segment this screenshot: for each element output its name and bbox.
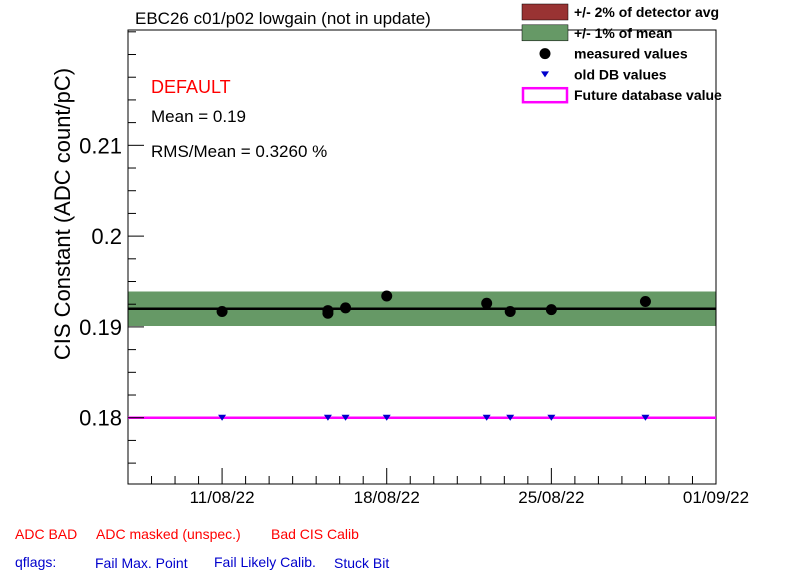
y-axis-label: CIS Constant (ADC count/pC) (50, 68, 75, 360)
rms-label: RMS/Mean = 0.3260 % (151, 142, 327, 161)
legend-label: measured values (574, 46, 688, 62)
measured-point (504, 305, 516, 317)
measured-point (216, 305, 228, 317)
measured-point (340, 302, 352, 314)
measured-point (639, 295, 651, 307)
legend-label: +/- 2% of detector avg (574, 4, 719, 20)
measured-point (481, 297, 493, 309)
qflags-label: qflags: (15, 554, 56, 570)
legend-label: Future database value (574, 87, 722, 103)
qflag-fail-likely-calib: Fail Likely Calib. (214, 554, 316, 570)
measured-point (545, 304, 557, 316)
y-tick-label: 0.21 (79, 133, 122, 158)
old-db-point (641, 414, 650, 421)
legend-label: old DB values (574, 66, 667, 82)
x-tick-label: 01/09/22 (683, 488, 749, 507)
x-tick-label: 11/08/22 (190, 488, 255, 507)
mean-label: Mean = 0.19 (151, 107, 246, 126)
old-db-point (382, 414, 391, 421)
flag-adc-masked: ADC masked (unspec.) (96, 526, 241, 542)
flag-adc-bad: ADC BAD (15, 526, 77, 542)
y-tick-label: 0.18 (79, 406, 122, 431)
status-label: DEFAULT (151, 77, 231, 97)
old-db-point (506, 414, 515, 421)
qflag-stuck-bit: Stuck Bit (334, 555, 389, 571)
legend-label: +/- 1% of mean (574, 25, 672, 41)
chart-title: EBC26 c01/p02 lowgain (not in update) (135, 9, 431, 28)
old-db-point (323, 414, 332, 421)
y-tick-label: 0.19 (79, 315, 122, 340)
legend: +/- 2% of detector avg +/- 1% of mean meas… (521, 3, 722, 104)
old-db-point (218, 414, 227, 421)
plot-area: 0.18 0.19 0.2 0.21 11/08/22 18/08/22 25/08/22 0… (79, 29, 749, 507)
legend-swatch (521, 3, 569, 21)
y-tick-label: 0.2 (91, 224, 122, 249)
legend-swatch (521, 24, 569, 42)
x-tick-label: 25/08/22 (518, 488, 584, 507)
flag-bad-cis-calib: Bad CIS Calib (271, 526, 359, 542)
old-db-point (341, 414, 350, 421)
old-db-point (547, 414, 556, 421)
legend-swatch (521, 86, 569, 104)
measured-point (381, 290, 393, 302)
plot-frame (127, 29, 717, 485)
qflag-fail-max-point: Fail Max. Point (95, 555, 188, 571)
x-tick-label: 18/08/22 (354, 488, 420, 507)
measured-point (322, 307, 334, 319)
legend-swatch (539, 48, 551, 60)
old-db-point (482, 414, 491, 421)
legend-swatch (541, 71, 549, 78)
